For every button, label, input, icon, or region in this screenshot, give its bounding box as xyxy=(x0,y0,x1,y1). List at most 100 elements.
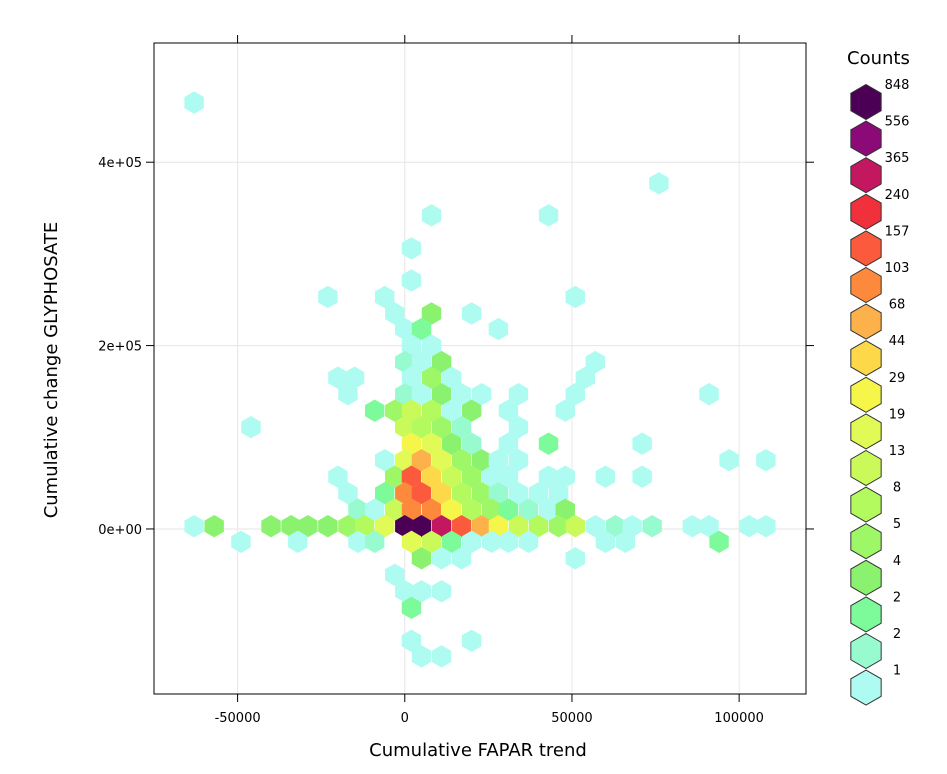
legend-label: 8 xyxy=(893,481,901,496)
hex-cell xyxy=(488,482,509,505)
legend-swatch xyxy=(850,413,882,450)
hex-cell xyxy=(461,530,482,553)
legend-label: 5 xyxy=(893,517,901,532)
hex-cell xyxy=(184,91,204,114)
hex-cell xyxy=(411,415,432,439)
hex-cell xyxy=(605,515,626,538)
hex-cell xyxy=(482,498,502,521)
hex-cell xyxy=(498,530,519,553)
legend-swatch xyxy=(850,230,882,267)
hex-cell xyxy=(241,415,261,439)
hex-cell xyxy=(431,580,452,603)
legend-swatch xyxy=(850,266,882,304)
hex-cell xyxy=(421,432,442,455)
hex-cell xyxy=(401,465,422,488)
hex-cell xyxy=(528,482,549,505)
hex-cell xyxy=(565,285,585,309)
hex-cell xyxy=(451,515,472,538)
legend-label: 4 xyxy=(893,554,901,569)
hex-cell xyxy=(375,448,395,472)
hex-cell xyxy=(548,482,569,505)
plot-frame xyxy=(153,42,807,695)
hex-cell xyxy=(461,629,482,653)
legend-label: 68 xyxy=(889,298,906,313)
hex-cell xyxy=(348,498,368,521)
hex-cell xyxy=(348,530,368,553)
hex-cell xyxy=(538,204,559,227)
hex-cell xyxy=(411,645,432,668)
hex-cell xyxy=(364,498,385,521)
y-tick-label: 2e+05 xyxy=(98,340,142,355)
hex-cell xyxy=(508,415,529,439)
hex-cell xyxy=(471,482,492,505)
hex-cell xyxy=(375,285,395,309)
legend-swatch xyxy=(850,193,882,230)
hex-cell xyxy=(682,515,703,538)
hex-cell xyxy=(261,515,281,538)
hex-cell xyxy=(461,302,482,325)
hex-cell xyxy=(756,448,776,472)
hex-cell xyxy=(421,498,442,521)
hex-cell xyxy=(471,515,492,538)
hex-cell xyxy=(555,465,575,488)
hex-cell xyxy=(739,515,759,538)
x-tick-label: -50000 xyxy=(215,711,261,726)
hex-cell xyxy=(482,530,502,553)
hex-cell xyxy=(431,515,452,538)
hex-cell xyxy=(709,530,729,553)
legend-label: 1 xyxy=(893,664,901,679)
x-tick-label: 50000 xyxy=(551,711,592,726)
legend-swatch xyxy=(850,303,882,340)
grid-lines xyxy=(154,43,806,694)
hex-cell xyxy=(338,382,358,406)
hex-cell xyxy=(538,465,559,488)
hex-cell xyxy=(318,515,338,538)
hex-cell xyxy=(395,482,415,505)
legend-title: Counts xyxy=(847,48,910,69)
hex-cell xyxy=(508,382,529,406)
x-axis-ticks: -50000 0 50000 100000 xyxy=(215,35,764,726)
hex-cell xyxy=(441,432,462,455)
hex-cell xyxy=(431,547,452,570)
hex-cell xyxy=(411,547,432,570)
hex-cell xyxy=(441,366,462,389)
hex-cell xyxy=(488,317,509,341)
hex-cell xyxy=(385,498,405,521)
hex-cell xyxy=(461,465,482,488)
hex-cell xyxy=(328,366,348,389)
hex-cell xyxy=(364,530,385,553)
hex-cell xyxy=(482,465,502,488)
legend-label: 13 xyxy=(889,444,906,459)
hex-cell xyxy=(585,515,606,538)
hex-cell xyxy=(401,498,422,521)
hex-cell xyxy=(411,350,432,374)
hex-cell xyxy=(395,415,415,439)
hex-cell xyxy=(204,515,224,538)
hex-cell xyxy=(401,530,422,553)
hex-cell xyxy=(565,515,585,538)
hex-cell xyxy=(528,515,549,538)
hex-cells xyxy=(184,91,776,668)
hex-cell xyxy=(421,530,442,553)
hex-cell xyxy=(508,515,529,538)
hex-cell xyxy=(498,498,519,521)
hex-cell xyxy=(632,432,652,455)
legend-swatch xyxy=(850,632,882,670)
hex-cell xyxy=(538,432,559,455)
y-tick-label: 0e+00 xyxy=(98,523,142,538)
hex-cell xyxy=(565,547,585,570)
legend-label: 2 xyxy=(893,590,901,605)
legend: Counts 848 556 365 240 157 103 68 44 29 19 13 8 5 4 2 2… xyxy=(847,48,910,706)
hex-cell xyxy=(231,530,251,553)
hex-cell xyxy=(288,530,308,553)
hex-cell xyxy=(461,498,482,521)
hex-cell xyxy=(385,465,405,488)
hex-cell xyxy=(421,204,442,227)
hex-cell xyxy=(401,366,422,389)
legend-swatch xyxy=(850,449,882,487)
hex-cell xyxy=(518,498,539,521)
hex-cell xyxy=(431,448,452,472)
hex-cell xyxy=(642,515,662,538)
y-axis-title: Cumulative change GLYPHOSATE xyxy=(41,222,62,519)
